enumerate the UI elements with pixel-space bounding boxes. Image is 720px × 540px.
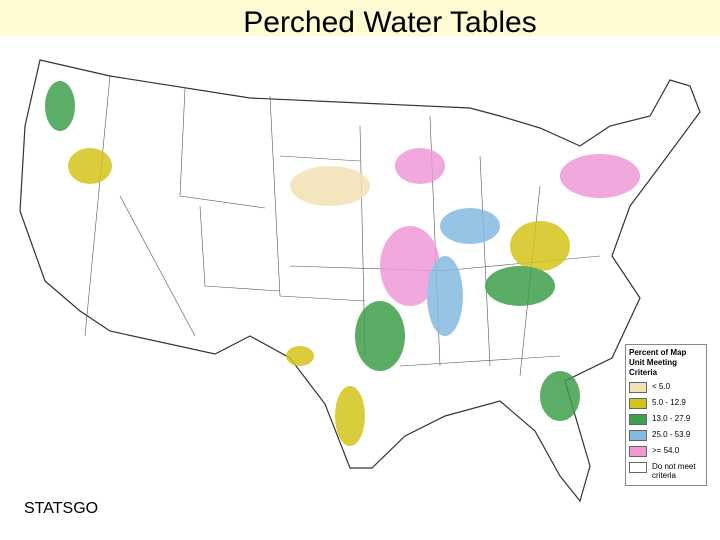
legend-swatch bbox=[629, 414, 647, 425]
legend-item: >= 54.0 bbox=[629, 446, 703, 457]
legend-item: 13.0 - 27.9 bbox=[629, 414, 703, 425]
us-map bbox=[19, 59, 701, 503]
title-bar bbox=[0, 0, 720, 36]
legend-label: 13.0 - 27.9 bbox=[652, 414, 691, 423]
legend-label: 25.0 - 53.9 bbox=[652, 430, 691, 439]
legend-swatch bbox=[629, 382, 647, 393]
legend-item: 25.0 - 53.9 bbox=[629, 430, 703, 441]
legend-item: Do not meet criteria bbox=[629, 462, 703, 480]
legend-label: Do not meet criteria bbox=[652, 462, 696, 480]
slide-title: Perched Water Tables bbox=[243, 6, 537, 39]
legend-swatch bbox=[629, 446, 647, 457]
legend-item: 5.0 - 12.9 bbox=[629, 398, 703, 409]
soil-patches bbox=[45, 81, 640, 446]
legend-label: 5.0 - 12.9 bbox=[652, 398, 686, 407]
legend-swatch bbox=[629, 462, 647, 473]
source-label: STATSGO bbox=[24, 500, 99, 517]
legend-label: < 5.0 bbox=[652, 382, 671, 391]
legend-swatch bbox=[629, 430, 647, 441]
legend-title: Percent of Map Unit Meeting Criteria bbox=[629, 348, 687, 377]
legend-label: >= 54.0 bbox=[652, 446, 680, 455]
legend-swatch bbox=[629, 398, 647, 409]
legend: Percent of Map Unit Meeting Criteria < 5… bbox=[625, 344, 707, 486]
us-outline bbox=[19, 59, 701, 503]
legend-item: < 5.0 bbox=[629, 382, 703, 393]
